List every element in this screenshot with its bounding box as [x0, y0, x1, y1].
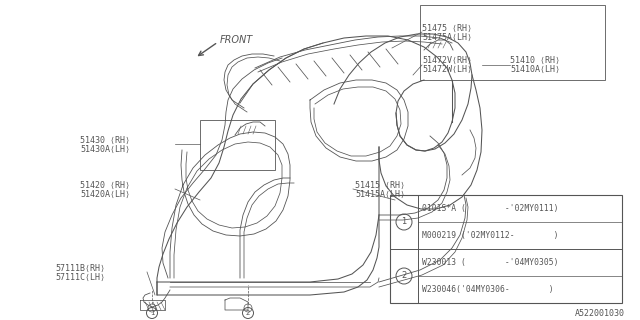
Text: 51475 ⟨RH⟩: 51475 ⟨RH⟩: [422, 23, 472, 33]
Text: 51430 ⟨RH⟩: 51430 ⟨RH⟩: [80, 135, 130, 145]
Text: FRONT: FRONT: [220, 35, 253, 45]
Text: M000219 ('02MY0112-        ): M000219 ('02MY0112- ): [422, 231, 559, 240]
Text: A522001030: A522001030: [575, 309, 625, 318]
Text: 51420A⟨LH⟩: 51420A⟨LH⟩: [80, 189, 130, 198]
Text: 51415A⟨LH⟩: 51415A⟨LH⟩: [355, 189, 405, 198]
Text: 0101S*A (        -'02MY0111): 0101S*A ( -'02MY0111): [422, 204, 559, 213]
Text: W230013 (        -'04MY0305): W230013 ( -'04MY0305): [422, 258, 559, 267]
Text: 51410 ⟨RH⟩: 51410 ⟨RH⟩: [510, 55, 560, 65]
Text: 51420 ⟨RH⟩: 51420 ⟨RH⟩: [80, 180, 130, 189]
Text: 1: 1: [401, 218, 406, 227]
Text: 51415 ⟨RH⟩: 51415 ⟨RH⟩: [355, 180, 405, 189]
Text: 51410A⟨LH⟩: 51410A⟨LH⟩: [510, 65, 560, 74]
Bar: [420, 5, 605, 80]
Bar: [200, 120, 275, 170]
Text: 51475A⟨LH⟩: 51475A⟨LH⟩: [422, 33, 472, 42]
Text: W230046('04MY0306-        ): W230046('04MY0306- ): [422, 285, 554, 294]
Text: 2: 2: [401, 271, 406, 281]
Text: 51472V⟨RH⟩: 51472V⟨RH⟩: [422, 55, 472, 65]
Text: 51430A⟨LH⟩: 51430A⟨LH⟩: [80, 145, 130, 154]
Text: 57111C⟨LH⟩: 57111C⟨LH⟩: [55, 273, 105, 282]
Bar: [390, 195, 622, 303]
Text: 57111B⟨RH⟩: 57111B⟨RH⟩: [55, 263, 105, 273]
Text: 51472W⟨LH⟩: 51472W⟨LH⟩: [422, 65, 472, 74]
Text: 1: 1: [150, 310, 154, 316]
Text: 2: 2: [246, 310, 250, 316]
